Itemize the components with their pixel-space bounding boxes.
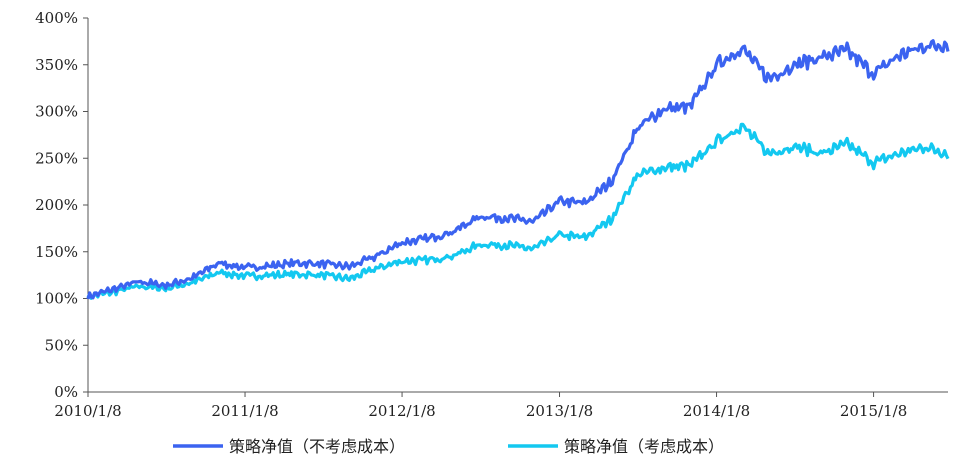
x-tick-label: 2013/1/8 xyxy=(526,402,593,420)
legend: 策略净值（不考虑成本） 策略净值（考虑成本） xyxy=(173,437,724,456)
x-tick-label: 2010/1/8 xyxy=(54,402,121,420)
legend-label: 策略净值（不考虑成本） xyxy=(229,437,405,456)
y-tick-label: 400% xyxy=(35,9,78,27)
y-tick-label: 0% xyxy=(54,383,78,401)
series-layer xyxy=(86,39,950,300)
x-tick-label: 2011/1/8 xyxy=(211,402,278,420)
y-tick-label: 300% xyxy=(35,103,78,121)
series-line xyxy=(86,122,950,300)
y-tick-label: 150% xyxy=(35,243,78,261)
y-tick-label: 50% xyxy=(45,336,78,354)
series-line xyxy=(86,39,950,300)
y-tick-label: 200% xyxy=(35,196,78,214)
x-tick-label: 2012/1/8 xyxy=(368,402,435,420)
axes: 0% 50% 100% 150% 200% 250% 300% 350% 400% 2010/1/… xyxy=(35,9,948,420)
series-2 xyxy=(86,122,950,300)
y-tick-label: 100% xyxy=(35,290,78,308)
legend-label: 策略净值（考虑成本） xyxy=(564,437,724,456)
x-tick-label: 2014/1/8 xyxy=(683,402,750,420)
y-tick-label: 350% xyxy=(35,56,78,74)
y-tick-label: 250% xyxy=(35,149,78,167)
series-1 xyxy=(86,39,950,300)
x-tick-label: 2015/1/8 xyxy=(840,402,907,420)
